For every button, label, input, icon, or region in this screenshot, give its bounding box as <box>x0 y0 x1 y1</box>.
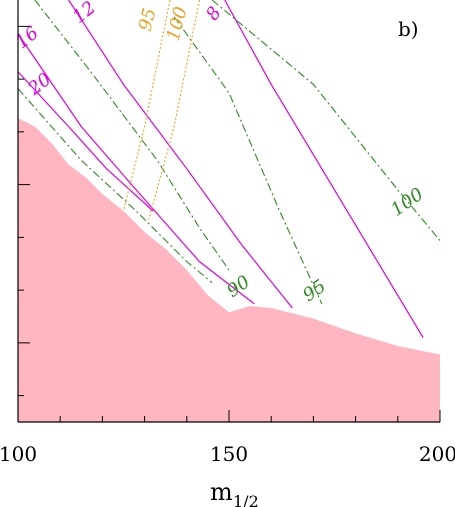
contour-line-green-95-6 <box>173 16 323 305</box>
x-tick-label-150: 150 <box>210 442 248 466</box>
contour-line-magenta-8-0 <box>224 0 424 338</box>
x-axis-title-subscript: 1/2 <box>233 492 259 507</box>
contour-label-orange-95-4: 95 <box>135 6 161 34</box>
contour-line-magenta-20-3 <box>18 71 154 212</box>
contour-line-green-90-4 <box>34 0 230 271</box>
contour-label-green-100-8: 100 <box>387 184 427 221</box>
panel-label: b) <box>398 17 419 41</box>
axes <box>17 0 441 423</box>
x-tick-label-200: 200 <box>419 442 455 466</box>
contour-label-magenta-12-1: 12 <box>69 0 100 28</box>
contour-line-magenta-16-2 <box>18 33 255 305</box>
contour-line-orange-95-8 <box>122 0 171 212</box>
contour-label-orange-100-5: 100 <box>163 5 192 44</box>
contour-line-green-100-7 <box>211 0 440 241</box>
x-tick-label-100: 100 <box>0 442 37 466</box>
contour-line-orange-100-9 <box>148 0 200 220</box>
plot-area <box>18 0 440 422</box>
contour-label-magenta-8-0: 8 <box>202 3 226 24</box>
excluded-region <box>18 118 440 422</box>
contour-line-magenta-12-1 <box>68 0 293 309</box>
contour-line-green-unlabeled-5 <box>18 88 213 284</box>
contour-label-green-90-6: 90 <box>223 272 254 302</box>
x-axis-title: m <box>210 478 233 506</box>
contour-label-magenta-16-2: 16 <box>12 23 43 54</box>
contour-label-magenta-20-3: 20 <box>24 69 56 100</box>
contour-label-green-95-7: 95 <box>299 276 330 306</box>
